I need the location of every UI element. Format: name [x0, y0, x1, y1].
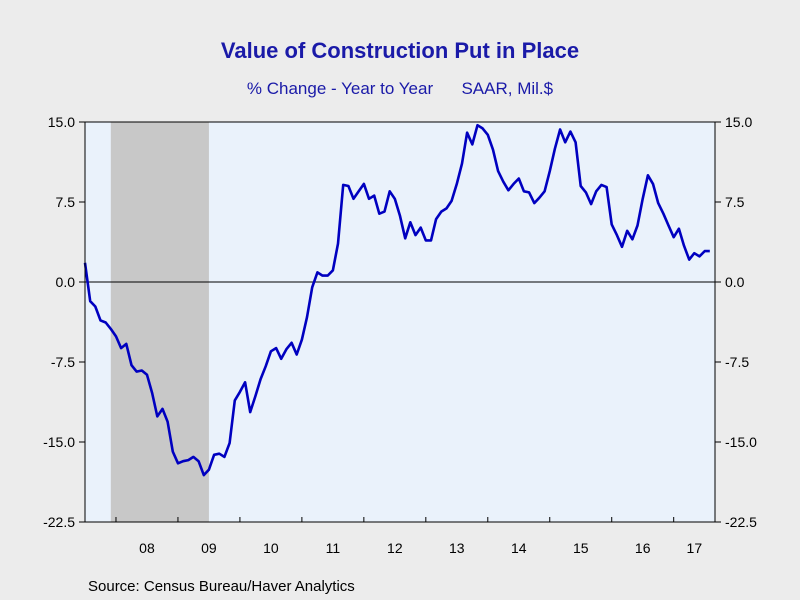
subtitle-units: % Change - Year to Year — [246, 79, 434, 98]
y-tick-right-label: 15.0 — [725, 114, 752, 130]
x-tick-label: 17 — [687, 540, 703, 556]
chart-title: Value of Construction Put in Place — [220, 38, 580, 63]
y-tick-right-label: 7.5 — [725, 194, 745, 210]
x-tick-label: 16 — [635, 540, 651, 556]
series-line — [83, 123, 710, 477]
y-tick-left-label: 7.5 — [56, 194, 76, 210]
chart-subtitle: % Change - Year to Year SAAR, Mil.$ — [0, 79, 800, 99]
x-tick-label: 14 — [511, 540, 527, 556]
y-tick-left-label: 15.0 — [48, 114, 75, 130]
y-tick-left-label: -22.5 — [43, 514, 75, 530]
x-tick-label: 09 — [201, 540, 217, 556]
y-tick-left-label: 0.0 — [56, 274, 76, 290]
plot-frame — [84, 121, 716, 523]
subtitle-basis: SAAR, Mil.$ — [461, 79, 554, 98]
x-tick-label: 12 — [387, 540, 403, 556]
y-tick-right-label: -22.5 — [725, 514, 757, 530]
y-axis-left: 15.0 7.5 0.0 -7.5 -15.0 -22.5 — [43, 114, 85, 530]
recession-shading — [110, 122, 209, 522]
y-tick-left-label: -7.5 — [51, 354, 75, 370]
x-tick-label: 15 — [573, 540, 589, 556]
x-tick-label: 13 — [449, 540, 465, 556]
x-tick-label: 10 — [263, 540, 279, 556]
y-tick-right-label: -7.5 — [725, 354, 749, 370]
source-note: Source: Census Bureau/Haver Analytics — [88, 578, 355, 595]
x-axis: 08 09 10 11 12 13 14 15 16 17 — [115, 517, 703, 556]
x-tick-label: 11 — [326, 540, 341, 556]
y-tick-right-label: 0.0 — [725, 274, 745, 290]
y-axis-right: 15.0 7.5 0.0 -7.5 -15.0 -22.5 — [715, 114, 757, 530]
y-tick-left-label: -15.0 — [43, 434, 75, 450]
y-tick-right-label: -15.0 — [725, 434, 757, 450]
x-tick-label: 08 — [139, 540, 155, 556]
